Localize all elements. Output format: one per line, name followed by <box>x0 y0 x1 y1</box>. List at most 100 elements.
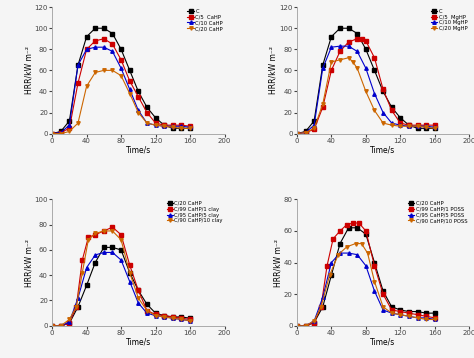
C/20 MgHP <box>294 131 300 136</box>
C/90 CaHP/10 clay <box>66 317 72 321</box>
C/20 CaHP <box>101 68 107 73</box>
C/20 MgHP <box>350 60 356 64</box>
C/90 CaHP/10 clay <box>179 317 184 321</box>
C/90 CaHP/10 clay <box>92 231 98 236</box>
Line: C/5  CaHP: C/5 CaHP <box>50 37 192 135</box>
Legend: C, C/5  CaHP, C/10 CaHP, C/20 CaHP: C, C/5 CaHP, C/10 CaHP, C/20 CaHP <box>187 8 223 32</box>
C/10 MgHP <box>398 123 403 127</box>
C/99 CaHP/1 POSS <box>423 314 429 319</box>
C/10 MgHP <box>337 44 343 48</box>
C/5  MgHP <box>432 123 438 127</box>
Line: C/99 CaHP/1 clay: C/99 CaHP/1 clay <box>50 226 192 328</box>
C/10 MgHP <box>355 49 360 54</box>
C <box>320 63 326 67</box>
Line: C: C <box>295 26 437 135</box>
Line: C: C <box>50 26 192 135</box>
C/20 CaHP <box>58 324 64 328</box>
C <box>101 26 107 30</box>
C/20 MgHP <box>372 108 377 112</box>
C <box>406 123 412 127</box>
C/95 CaHP/5 clay <box>127 279 133 284</box>
C/5  CaHP <box>101 37 107 41</box>
C/20 MgHP <box>311 126 317 130</box>
C/20 MgHP <box>363 89 369 93</box>
C/90 CaHP/10 POSS <box>344 245 350 249</box>
C/95 CaHP/5 clay <box>187 319 193 323</box>
C/10 MgHP <box>432 125 438 130</box>
C/99 CaHP/1 POSS <box>380 292 386 296</box>
C/99 CaHP/1 POSS <box>324 263 330 268</box>
C <box>187 126 193 130</box>
C/20 CaHP <box>136 110 141 115</box>
C/99 CaHP/1 clay <box>136 288 141 292</box>
C/20 CaHP <box>127 91 133 96</box>
C/20 CaHP <box>303 324 309 328</box>
C/10 MgHP <box>389 121 394 125</box>
C <box>136 89 141 93</box>
C <box>355 32 360 36</box>
C/20 MgHP <box>346 55 351 60</box>
C/10 CaHP <box>49 131 55 136</box>
C/5  MgHP <box>363 39 369 43</box>
C/99 CaHP/1 POSS <box>344 222 350 227</box>
C/10 MgHP <box>328 45 334 49</box>
C/99 CaHP/1 POSS <box>415 313 420 317</box>
C <box>127 68 133 73</box>
C/10 CaHP <box>153 123 158 127</box>
C/95 CaHP/5 POSS <box>303 324 309 328</box>
C/99 CaHP/1 clay <box>179 316 184 320</box>
C <box>415 126 420 130</box>
C/99 CaHP/1 POSS <box>303 324 309 328</box>
C <box>432 126 438 130</box>
Line: C/90 CaHP/10 POSS: C/90 CaHP/10 POSS <box>295 242 437 328</box>
C/99 CaHP/1 POSS <box>318 305 324 309</box>
C/95 CaHP/5 clay <box>179 317 184 321</box>
C/10 CaHP <box>187 125 193 130</box>
Line: C/20 MgHP: C/20 MgHP <box>295 56 437 135</box>
C/20 CaHP <box>179 126 184 130</box>
C/95 CaHP/5 clay <box>144 311 150 315</box>
C/5  MgHP <box>294 131 300 136</box>
C/20 CaHP <box>144 121 150 125</box>
C/10 CaHP <box>136 108 141 112</box>
C/20 CaHP <box>328 273 334 277</box>
C/20 CaHP <box>346 226 351 230</box>
C/20 MgHP <box>415 124 420 129</box>
C/95 CaHP/5 POSS <box>363 263 369 268</box>
C/10 CaHP <box>92 45 98 49</box>
C/20 MgHP <box>355 66 360 71</box>
C/95 CaHP/5 clay <box>92 253 98 257</box>
C/10 CaHP <box>170 124 176 129</box>
C/95 CaHP/5 POSS <box>415 316 420 320</box>
C/99 CaHP/1 clay <box>58 324 64 328</box>
C/95 CaHP/5 POSS <box>423 316 429 320</box>
C/99 CaHP/1 clay <box>49 324 55 328</box>
C/5  CaHP <box>109 42 115 46</box>
C/10 CaHP <box>179 124 184 129</box>
C/90 CaHP/10 POSS <box>406 314 412 319</box>
C/90 CaHP/10 POSS <box>389 311 394 315</box>
C <box>423 126 429 130</box>
C/10 CaHP <box>161 124 167 129</box>
C/10 MgHP <box>320 66 326 71</box>
C/90 CaHP/10 POSS <box>359 241 365 246</box>
C/95 CaHP/5 clay <box>136 301 141 305</box>
C/5  MgHP <box>415 123 420 127</box>
C/20 CaHP <box>187 316 193 320</box>
C/20 CaHP <box>311 320 317 325</box>
C/20 MgHP <box>398 124 403 129</box>
C/20 CaHP <box>66 129 72 134</box>
C/99 CaHP/1 clay <box>66 321 72 325</box>
C/90 CaHP/10 clay <box>153 314 158 318</box>
Line: C/20 CaHP: C/20 CaHP <box>50 69 192 135</box>
Line: C/95 CaHP/5 POSS: C/95 CaHP/5 POSS <box>295 251 437 328</box>
C/5  CaHP <box>75 81 81 85</box>
C/90 CaHP/10 clay <box>144 309 150 313</box>
C/95 CaHP/5 POSS <box>294 324 300 328</box>
C/10 MgHP <box>311 123 317 127</box>
C/20 MgHP <box>432 126 438 130</box>
C/90 CaHP/10 clay <box>109 229 115 233</box>
C/5  MgHP <box>355 37 360 41</box>
C/5  MgHP <box>389 108 394 112</box>
C/90 CaHP/10 POSS <box>336 252 341 257</box>
